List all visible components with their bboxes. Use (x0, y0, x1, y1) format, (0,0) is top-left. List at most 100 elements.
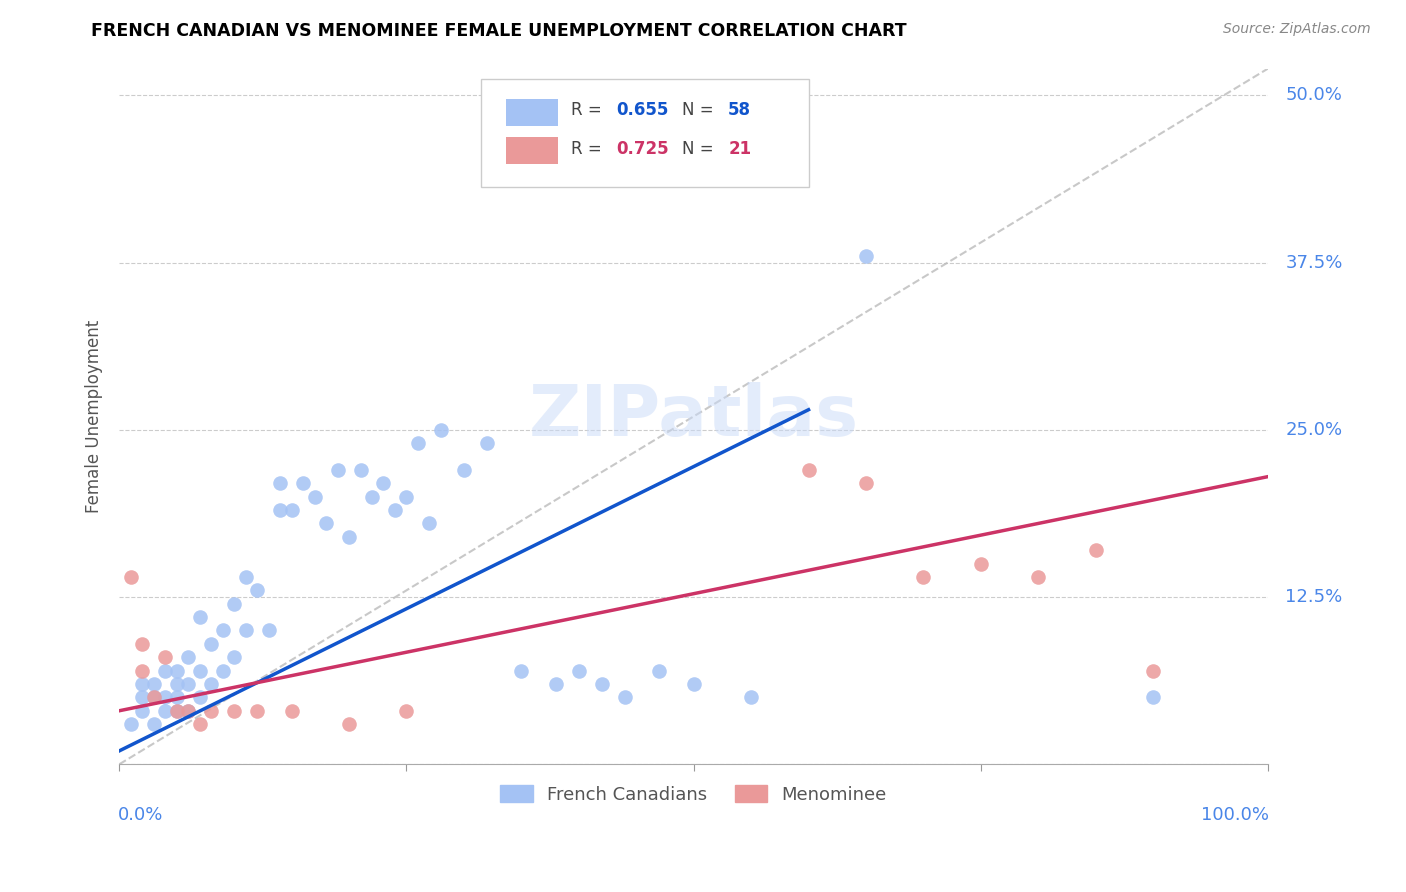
Point (155, 650, 177, 665)
Point (568, 664, 591, 678)
Point (200, 677, 222, 691)
Point (142, 677, 165, 691)
Point (269, 503, 291, 517)
Text: 50.0%: 50.0% (1285, 87, 1343, 104)
Point (166, 690, 188, 705)
Point (591, 677, 613, 691)
Y-axis label: Female Unemployment: Female Unemployment (86, 319, 103, 513)
Text: N =: N = (682, 102, 718, 120)
Point (166, 704, 188, 718)
Point (131, 690, 153, 705)
Point (912, 570, 935, 584)
Text: 0.0%: 0.0% (118, 806, 163, 824)
Point (188, 690, 211, 705)
Point (142, 690, 165, 705)
Point (510, 664, 533, 678)
Point (430, 423, 453, 437)
Text: 21: 21 (728, 139, 751, 158)
Point (188, 717, 211, 731)
Legend: French Canadians, Menominee: French Canadians, Menominee (494, 778, 894, 811)
Point (1026, 570, 1049, 584)
Text: R =: R = (571, 139, 607, 158)
Point (855, 476, 877, 491)
Point (120, 570, 142, 584)
Point (373, 476, 395, 491)
Point (1142, 690, 1164, 705)
Point (970, 557, 993, 571)
Point (155, 664, 177, 678)
Point (269, 476, 291, 491)
Point (337, 717, 360, 731)
Point (304, 490, 326, 504)
Point (211, 664, 233, 678)
Text: 37.5%: 37.5% (1285, 253, 1343, 271)
Point (177, 704, 200, 718)
Point (384, 503, 406, 517)
Point (280, 503, 302, 517)
Point (188, 610, 211, 624)
Point (200, 704, 222, 718)
FancyBboxPatch shape (506, 137, 558, 164)
Point (648, 664, 671, 678)
Point (475, 436, 498, 450)
Point (224, 597, 246, 611)
Point (395, 490, 418, 504)
Point (257, 624, 280, 638)
Text: ZIPatlas: ZIPatlas (529, 382, 859, 450)
Point (315, 516, 337, 531)
Point (613, 690, 636, 705)
Point (131, 664, 153, 678)
Point (246, 704, 269, 718)
Point (292, 476, 315, 491)
Point (200, 637, 222, 651)
Point (797, 463, 820, 477)
Text: R =: R = (571, 102, 607, 120)
Point (855, 249, 877, 263)
Point (235, 624, 257, 638)
Point (166, 677, 188, 691)
Text: 0.725: 0.725 (617, 139, 669, 158)
Text: N =: N = (682, 139, 718, 158)
Point (155, 690, 177, 705)
Text: 0.655: 0.655 (617, 102, 669, 120)
Point (142, 690, 165, 705)
Point (1084, 543, 1107, 558)
Point (120, 717, 142, 731)
Text: FRENCH CANADIAN VS MENOMINEE FEMALE UNEMPLOYMENT CORRELATION CHART: FRENCH CANADIAN VS MENOMINEE FEMALE UNEM… (91, 22, 907, 40)
Point (280, 704, 302, 718)
Point (349, 463, 371, 477)
Point (326, 463, 349, 477)
Point (188, 664, 211, 678)
Text: Source: ZipAtlas.com: Source: ZipAtlas.com (1223, 22, 1371, 37)
Point (235, 570, 257, 584)
Point (544, 677, 567, 691)
Point (177, 677, 200, 691)
Point (177, 704, 200, 718)
Point (395, 704, 418, 718)
Point (211, 624, 233, 638)
Point (740, 690, 762, 705)
Point (224, 704, 246, 718)
Point (166, 704, 188, 718)
Point (246, 583, 269, 598)
Point (131, 704, 153, 718)
Text: 100.0%: 100.0% (1201, 806, 1270, 824)
Text: 58: 58 (728, 102, 751, 120)
Text: 25.0%: 25.0% (1285, 421, 1343, 439)
Point (166, 664, 188, 678)
Point (224, 650, 246, 665)
Point (406, 436, 429, 450)
Point (155, 704, 177, 718)
Point (131, 677, 153, 691)
Point (337, 530, 360, 544)
Point (453, 463, 475, 477)
Text: 12.5%: 12.5% (1285, 588, 1343, 606)
FancyBboxPatch shape (506, 99, 558, 126)
Point (142, 717, 165, 731)
Point (177, 650, 200, 665)
Point (418, 516, 440, 531)
FancyBboxPatch shape (481, 79, 808, 186)
Point (682, 677, 704, 691)
Point (361, 490, 384, 504)
Point (1142, 664, 1164, 678)
